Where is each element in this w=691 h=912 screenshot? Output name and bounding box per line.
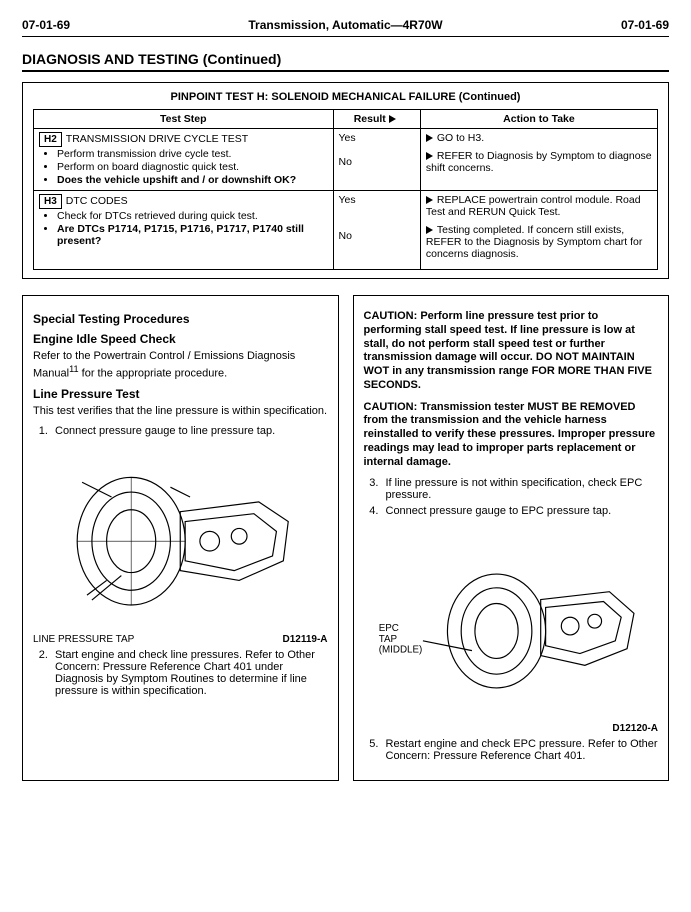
ordered-list: Connect pressure gauge to line pressure … xyxy=(51,425,328,437)
ordered-list: If line pressure is not within specifica… xyxy=(382,477,659,517)
th-result: Result xyxy=(333,110,420,129)
bullet: Does the vehicle upshift and / or downsh… xyxy=(57,174,328,186)
step-title: TRANSMISSION DRIVE CYCLE TEST xyxy=(66,133,248,145)
step-code: H2 xyxy=(39,132,62,147)
table-title: PINPOINT TEST H: SOLENOID MECHANICAL FAI… xyxy=(33,91,658,103)
action-cell: GO to H3. REFER to Diagnosis by Symptom … xyxy=(420,129,657,191)
right-column: CAUTION: Perform line pressure test prio… xyxy=(353,295,670,781)
action-cell: REPLACE powertrain control module. Road … xyxy=(420,191,657,270)
heading-line-pressure: Line Pressure Test xyxy=(33,387,328,401)
paragraph: Refer to the Powertrain Control / Emissi… xyxy=(33,350,328,381)
header-rule xyxy=(22,36,669,37)
caution-2: CAUTION: Transmission tester MUST BE REM… xyxy=(364,401,659,470)
header-right: 07-01-69 xyxy=(621,18,669,32)
result-cell: YesNo xyxy=(333,191,420,270)
pinpoint-table: Test Step Result Action to Take H2 TRANSM… xyxy=(33,109,658,270)
section-title: DIAGNOSIS AND TESTING (Continued) xyxy=(22,51,669,72)
th-action: Action to Take xyxy=(420,110,657,129)
heading-special-testing: Special Testing Procedures xyxy=(33,312,328,326)
list-item: If line pressure is not within specifica… xyxy=(382,477,659,501)
arrow-icon xyxy=(426,152,433,160)
bullet: Check for DTCs retrieved during quick te… xyxy=(57,210,328,222)
list-item: Connect pressure gauge to EPC pressure t… xyxy=(382,505,659,517)
bullet: Perform on board diagnostic quick test. xyxy=(57,161,328,173)
svg-text:(MIDDLE): (MIDDLE) xyxy=(378,645,422,656)
table-row: H3 DTC CODES Check for DTCs retrieved dur… xyxy=(34,191,658,270)
figure-code: D12119-A xyxy=(282,634,327,645)
figure-transmission-1: LINE PRESSURE TAP D12119-A xyxy=(33,443,328,646)
ordered-list: Restart engine and check EPC pressure. R… xyxy=(382,738,659,762)
bullet: Are DTCs P1714, P1715, P1716, P1717, P17… xyxy=(57,223,328,247)
list-item: Start engine and check line pressures. R… xyxy=(51,649,328,697)
header-left: 07-01-69 xyxy=(22,18,70,32)
list-item: Connect pressure gauge to line pressure … xyxy=(51,425,328,437)
pinpoint-table-box: PINPOINT TEST H: SOLENOID MECHANICAL FAI… xyxy=(22,82,669,279)
arrow-icon xyxy=(426,226,433,234)
arrow-icon xyxy=(389,115,396,123)
header-center: Transmission, Automatic—4R70W xyxy=(248,18,442,32)
heading-engine-idle: Engine Idle Speed Check xyxy=(33,332,328,346)
bullet: Perform transmission drive cycle test. xyxy=(57,148,328,160)
transmission-illustration-icon: EPC TAP (MIDDLE) xyxy=(364,523,659,719)
arrow-icon xyxy=(426,196,433,204)
figure-label: LINE PRESSURE TAP xyxy=(33,634,134,645)
svg-text:TAP: TAP xyxy=(378,634,397,645)
transmission-illustration-icon xyxy=(33,443,328,630)
ordered-list: Start engine and check line pressures. R… xyxy=(51,649,328,697)
step-title: DTC CODES xyxy=(66,195,128,207)
result-cell: YesNo xyxy=(333,129,420,191)
th-test-step: Test Step xyxy=(34,110,334,129)
list-item: Restart engine and check EPC pressure. R… xyxy=(382,738,659,762)
arrow-icon xyxy=(426,134,433,142)
paragraph: This test verifies that the line pressur… xyxy=(33,405,328,419)
caution-1: CAUTION: Perform line pressure test prio… xyxy=(364,310,659,393)
epc-tap-label: EPC xyxy=(378,623,398,634)
step-code: H3 xyxy=(39,194,62,209)
figure-transmission-2: EPC TAP (MIDDLE) D12120-A xyxy=(364,523,659,733)
two-column-body: Special Testing Procedures Engine Idle S… xyxy=(22,295,669,781)
table-row: H2 TRANSMISSION DRIVE CYCLE TEST Perform … xyxy=(34,129,658,191)
page-header: 07-01-69 Transmission, Automatic—4R70W 0… xyxy=(22,18,669,32)
figure-code: D12120-A xyxy=(612,723,658,734)
left-column: Special Testing Procedures Engine Idle S… xyxy=(22,295,339,781)
